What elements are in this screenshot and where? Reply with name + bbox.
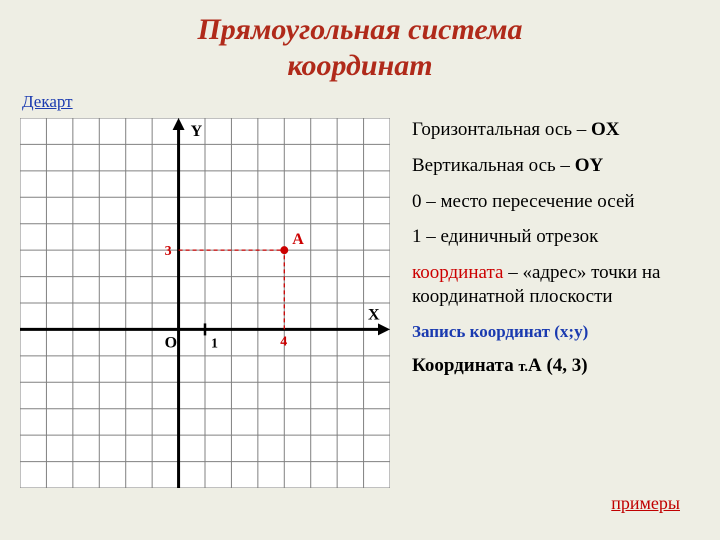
svg-text:Y: Y xyxy=(191,123,203,140)
svg-text:1: 1 xyxy=(211,336,218,351)
desc-2b: OY xyxy=(575,155,604,176)
desc-line2: Вертикальная ось – OY xyxy=(412,154,700,178)
desc-7a: Координата xyxy=(412,355,518,376)
desc-7t: т. xyxy=(518,359,528,375)
svg-text:3: 3 xyxy=(165,244,172,259)
desc-2a: Вертикальная ось – xyxy=(412,155,575,176)
link-examples[interactable]: примеры xyxy=(611,493,680,514)
title-line2: координат xyxy=(287,49,432,82)
title-line1: Прямоугольная система xyxy=(197,13,522,46)
desc-line3: 0 – место пересечение осей xyxy=(412,190,700,214)
svg-text:O: O xyxy=(165,334,177,351)
description-column: Горизонтальная ось – OX Вертикальная ось… xyxy=(412,118,700,488)
svg-text:X: X xyxy=(368,306,380,323)
link-descartes[interactable]: Декарт xyxy=(22,92,73,112)
page-title: Прямоугольная система координат xyxy=(0,0,720,84)
desc-line7: Координата т.А (4, 3) xyxy=(412,354,700,378)
chart-svg: O X Y 1 3 4 A xyxy=(20,118,390,488)
desc-line4: 1 – единичный отрезок xyxy=(412,225,700,249)
svg-text:4: 4 xyxy=(280,334,287,349)
desc-line1: Горизонтальная ось – OX xyxy=(412,118,700,142)
desc-5a: координата xyxy=(412,262,503,283)
desc-6: Запись координат (x;y) xyxy=(412,322,588,341)
coordinate-chart: O X Y 1 3 4 A xyxy=(20,118,390,488)
desc-1a: Горизонтальная ось – xyxy=(412,119,591,140)
desc-line5: координата – «адрес» точки на координатн… xyxy=(412,261,700,309)
desc-line6: Запись координат (x;y) xyxy=(412,321,700,342)
desc-1b: OX xyxy=(591,119,620,140)
desc-7b: А (4, 3) xyxy=(528,355,588,376)
svg-text:A: A xyxy=(292,231,304,248)
